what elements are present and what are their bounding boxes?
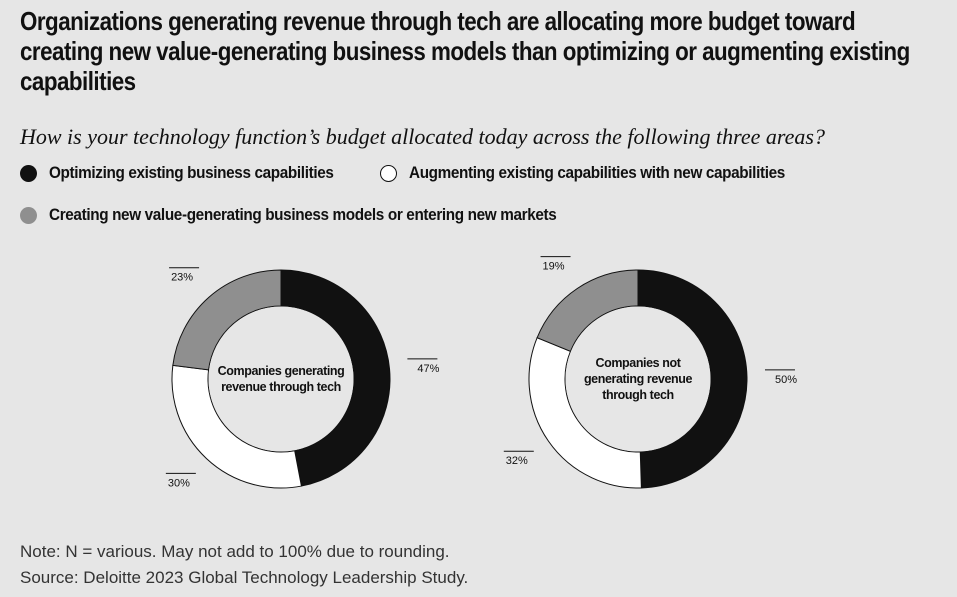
donut-slice-1-0 <box>637 269 748 489</box>
chart-title: Organizations generating revenue through… <box>20 6 910 96</box>
data-label: 19% <box>543 261 565 273</box>
donut-center-label: revenue through tech <box>221 380 341 394</box>
legend-item-augmenting: Augmenting existing capabilities with ne… <box>380 163 827 183</box>
data-label: 47% <box>417 363 439 375</box>
data-label: 50% <box>775 374 797 386</box>
data-label: 32% <box>506 455 528 467</box>
legend-label: Optimizing existing business capabilitie… <box>49 163 334 182</box>
donut-slice-1-2 <box>536 269 639 352</box>
legend-swatch-gray <box>20 206 37 224</box>
legend-label: Augmenting existing capabilities with ne… <box>409 163 785 182</box>
legend-item-optimizing: Optimizing existing business capabilitie… <box>20 163 365 183</box>
legend-swatch-black <box>20 164 37 182</box>
source-text: Source: Deloitte 2023 Global Technology … <box>20 568 469 587</box>
data-label: 23% <box>171 272 193 284</box>
legend-item-creating: Creating new value-generating business m… <box>20 205 613 225</box>
chart-subtitle: How is your technology function’s budget… <box>20 124 825 149</box>
donut-hole <box>208 306 354 452</box>
donut-hole <box>565 306 711 452</box>
data-label: 30% <box>168 477 190 489</box>
donut-slice-0-0 <box>280 269 391 487</box>
donut-center-label: Companies generating <box>218 364 345 378</box>
donut-center-label: through tech <box>602 388 674 402</box>
legend-swatch-white <box>380 164 397 182</box>
donut-slice-0-2 <box>172 269 282 371</box>
donut-center-label: Companies not <box>595 356 681 370</box>
note-text: Note: N = various. May not add to 100% d… <box>20 542 450 561</box>
donut-center-label: generating revenue <box>584 372 693 386</box>
legend-label: Creating new value-generating business m… <box>49 205 557 224</box>
